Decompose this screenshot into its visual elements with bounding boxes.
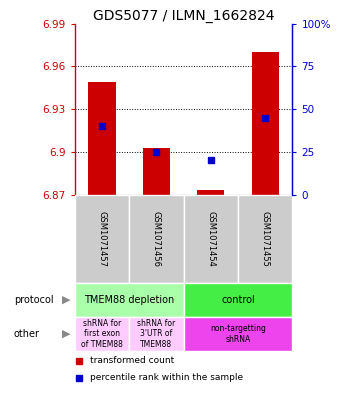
Bar — [184, 283, 292, 317]
Bar — [252, 52, 279, 195]
Bar — [75, 317, 129, 351]
Bar — [75, 283, 184, 317]
Text: shRNA for
first exon
of TMEM88: shRNA for first exon of TMEM88 — [81, 319, 123, 349]
Title: GDS5077 / ILMN_1662824: GDS5077 / ILMN_1662824 — [93, 9, 274, 22]
Text: ▶: ▶ — [62, 329, 70, 339]
Text: GSM1071454: GSM1071454 — [206, 211, 215, 266]
Bar — [129, 317, 184, 351]
Text: percentile rank within the sample: percentile rank within the sample — [90, 373, 243, 382]
Text: non-targetting
shRNA: non-targetting shRNA — [210, 324, 266, 343]
Text: shRNA for
3'UTR of
TMEM88: shRNA for 3'UTR of TMEM88 — [137, 319, 175, 349]
Bar — [129, 195, 184, 283]
Text: other: other — [14, 329, 40, 339]
Text: protocol: protocol — [14, 295, 53, 305]
Text: ▶: ▶ — [62, 295, 70, 305]
Text: GSM1071456: GSM1071456 — [152, 211, 161, 266]
Bar — [184, 195, 238, 283]
Text: TMEM88 depletion: TMEM88 depletion — [84, 295, 174, 305]
Bar — [197, 190, 224, 195]
Text: GSM1071457: GSM1071457 — [98, 211, 106, 266]
Text: transformed count: transformed count — [90, 356, 174, 365]
Bar — [238, 195, 292, 283]
Bar — [88, 82, 116, 195]
Bar — [75, 195, 129, 283]
Bar — [143, 147, 170, 195]
Text: GSM1071455: GSM1071455 — [261, 211, 270, 266]
Bar — [184, 317, 292, 351]
Text: control: control — [221, 295, 255, 305]
